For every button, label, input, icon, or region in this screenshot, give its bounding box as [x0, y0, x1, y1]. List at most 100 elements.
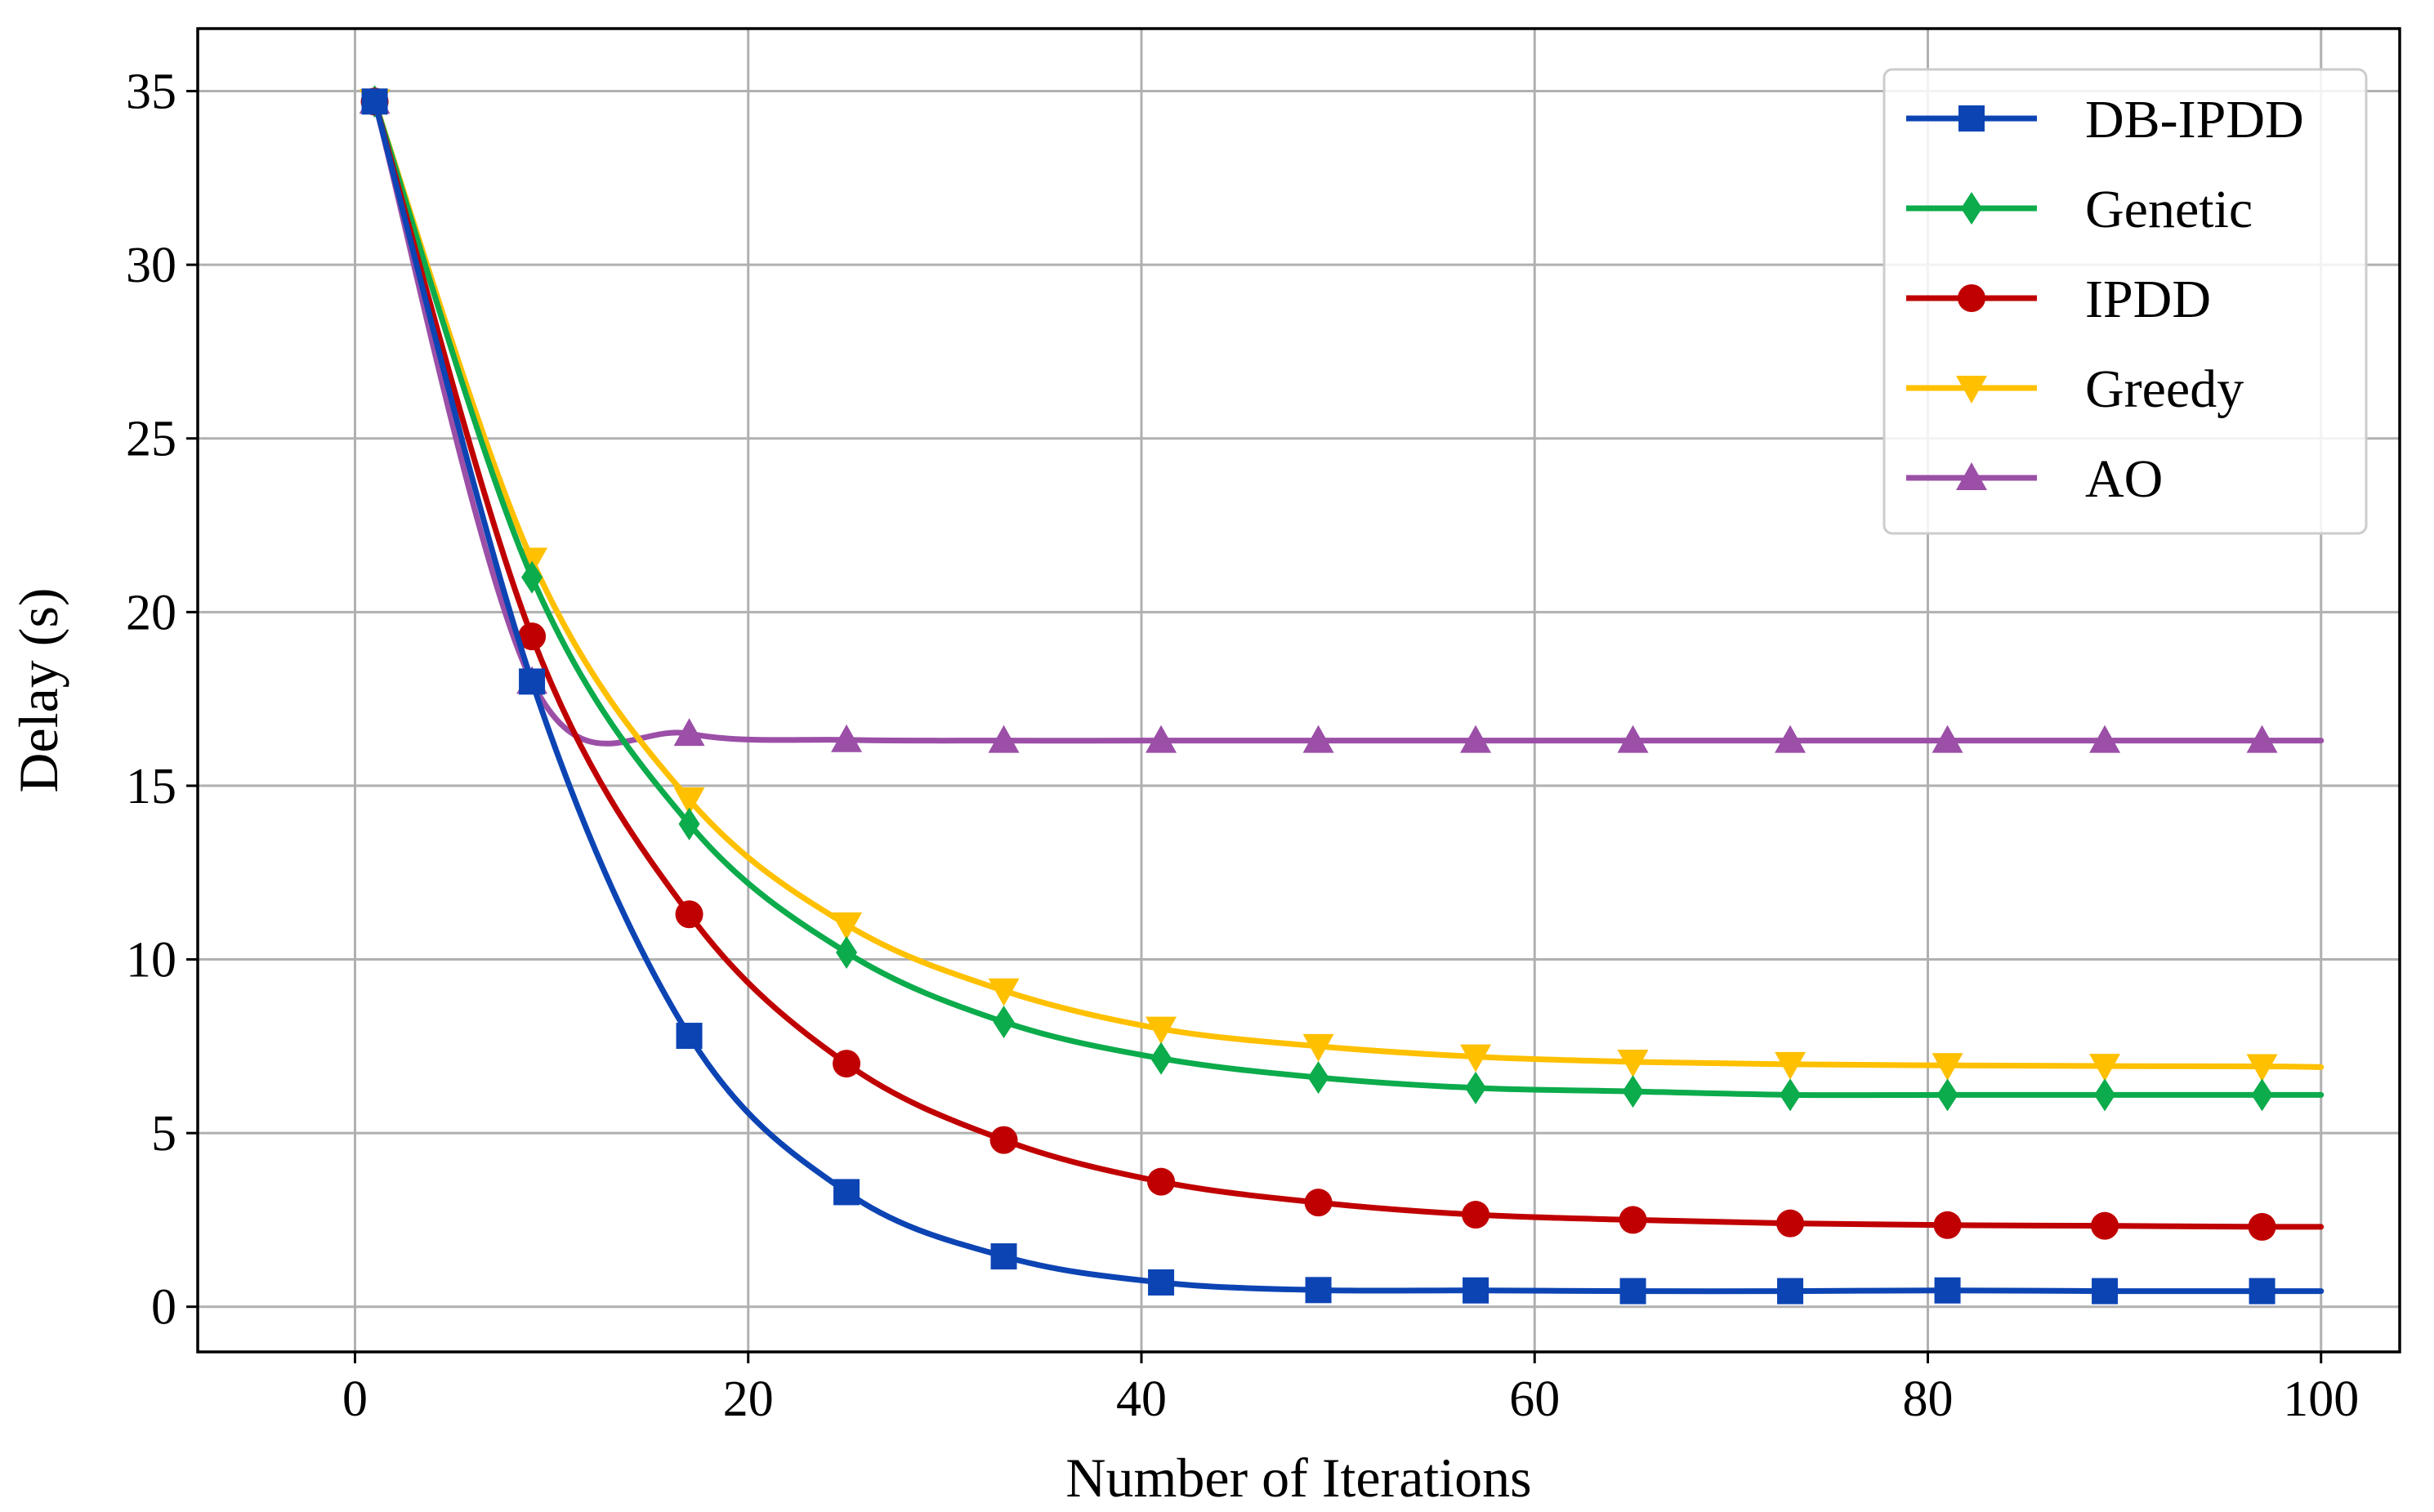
- y-tick-label: 0: [151, 1280, 176, 1336]
- data-point-ipdd: [833, 1050, 861, 1078]
- data-point-ao: [1302, 725, 1334, 753]
- plot-series: [359, 85, 2325, 1305]
- series-line-genetic: [372, 98, 2325, 1099]
- data-point-db-ipdd: [519, 668, 546, 695]
- data-point-db-ipdd: [361, 88, 388, 115]
- y-tick-label: 5: [151, 1106, 176, 1162]
- data-point-ipdd: [1304, 1189, 1333, 1217]
- data-point-genetic: [2094, 1078, 2116, 1112]
- data-point-greedy: [2089, 1054, 2121, 1082]
- y-tick-label: 30: [126, 238, 176, 293]
- data-point-greedy: [1775, 1051, 1807, 1080]
- x-tick-label: 20: [723, 1372, 774, 1427]
- data-point-ipdd: [1462, 1201, 1490, 1229]
- data-point-db-ipdd: [990, 1243, 1017, 1270]
- data-point-genetic: [1150, 1041, 1172, 1075]
- data-point-ipdd: [1147, 1167, 1176, 1196]
- legend-marker-greedy: [1956, 376, 1987, 404]
- data-point-genetic: [836, 936, 858, 970]
- series-line-ao: [372, 98, 2325, 747]
- legend-entry-db-ipdd: DB-IPDD: [1906, 90, 2304, 149]
- x-tick-label: 40: [1116, 1372, 1167, 1427]
- data-point-ipdd: [1933, 1211, 1962, 1239]
- x-axis-label: Number of Iterations: [1065, 1447, 1531, 1509]
- data-point-ipdd: [1776, 1209, 1805, 1238]
- data-point-db-ipdd: [833, 1179, 860, 1206]
- legend-marker-ao: [1956, 462, 1987, 490]
- x-tick-label: 60: [1509, 1372, 1560, 1427]
- data-point-ao: [1460, 725, 1492, 753]
- data-point-genetic: [993, 1006, 1015, 1039]
- data-point-db-ipdd: [1305, 1277, 1332, 1304]
- data-point-db-ipdd: [2092, 1278, 2119, 1305]
- data-point-greedy: [1146, 1016, 1177, 1045]
- data-point-ao: [1775, 725, 1807, 753]
- data-point-genetic: [1780, 1078, 1802, 1112]
- series-line-db-ipdd: [372, 98, 2325, 1295]
- data-point-genetic: [1307, 1061, 1329, 1095]
- data-point-greedy: [2246, 1054, 2278, 1082]
- data-point-genetic: [521, 560, 543, 594]
- data-point-ao: [1932, 725, 1963, 753]
- data-point-db-ipdd: [1934, 1277, 1961, 1304]
- data-point-greedy: [988, 978, 1020, 1006]
- y-tick-label: 10: [126, 933, 176, 988]
- legend-entry-genetic: Genetic: [1906, 180, 2253, 239]
- x-tick-label: 100: [2283, 1372, 2359, 1427]
- data-point-ipdd: [2248, 1212, 2276, 1241]
- data-point-greedy: [673, 787, 705, 815]
- legend-label: DB-IPDD: [2085, 90, 2304, 149]
- data-point-db-ipdd: [1148, 1269, 1175, 1296]
- data-point-ao: [831, 724, 863, 752]
- data-point-genetic: [2251, 1078, 2273, 1112]
- data-point-ao: [673, 718, 705, 747]
- legend-marker-db-ipdd: [1958, 105, 1985, 132]
- data-point-ipdd: [989, 1126, 1018, 1154]
- data-point-db-ipdd: [1777, 1278, 1804, 1305]
- legend: DB-IPDD Genetic IPDD Greedy AO: [1882, 68, 2368, 535]
- legend-marker-genetic: [1961, 192, 1982, 225]
- legend-label: AO: [2085, 449, 2163, 509]
- data-point-ipdd: [675, 900, 703, 929]
- y-tick-label: 25: [126, 412, 176, 467]
- grid: [198, 29, 2400, 1352]
- y-tick-label: 35: [126, 65, 176, 120]
- x-tick-label: 0: [342, 1372, 368, 1427]
- data-point-genetic: [1936, 1078, 1958, 1112]
- y-axis-label: Delay (s): [7, 587, 69, 792]
- data-point-greedy: [1302, 1033, 1334, 1062]
- data-point-greedy: [831, 912, 863, 941]
- axis-ticks: 0 20 40 60 80 100 0 5 10 15 20 25 30 35: [126, 65, 2359, 1427]
- y-tick-label: 15: [126, 759, 176, 814]
- data-point-ao: [988, 725, 1020, 753]
- legend-label: IPDD: [2085, 270, 2211, 329]
- data-point-db-ipdd: [2249, 1278, 2275, 1305]
- data-point-db-ipdd: [676, 1023, 703, 1050]
- legend-entry-greedy: Greedy: [1906, 359, 2244, 419]
- data-point-genetic: [1622, 1075, 1644, 1108]
- legend-entry-ipdd: IPDD: [1906, 270, 2211, 329]
- legend-entry-ao: AO: [1906, 449, 2163, 509]
- plot-frame: [196, 27, 2401, 1354]
- data-point-genetic: [678, 807, 700, 841]
- data-point-greedy: [1932, 1053, 1963, 1082]
- x-tick-label: 80: [1903, 1372, 1954, 1427]
- series-db-ipdd: [361, 88, 2325, 1305]
- series-line-greedy: [372, 98, 2325, 1070]
- data-point-ipdd: [518, 622, 547, 651]
- data-point-genetic: [1465, 1071, 1487, 1104]
- legend-label: Greedy: [2085, 359, 2244, 419]
- data-point-db-ipdd: [1463, 1277, 1489, 1304]
- legend-label: Genetic: [2085, 180, 2253, 239]
- y-tick-label: 20: [126, 585, 176, 640]
- series-line-ipdd: [372, 98, 2325, 1230]
- data-point-db-ipdd: [1619, 1278, 1646, 1305]
- data-point-greedy: [1460, 1044, 1492, 1073]
- series-ao: [359, 86, 2325, 753]
- legend-marker-ipdd: [1958, 284, 1985, 312]
- data-point-ipdd: [2091, 1211, 2119, 1240]
- legend-box: [1882, 68, 2368, 535]
- data-point-ao: [2089, 725, 2121, 753]
